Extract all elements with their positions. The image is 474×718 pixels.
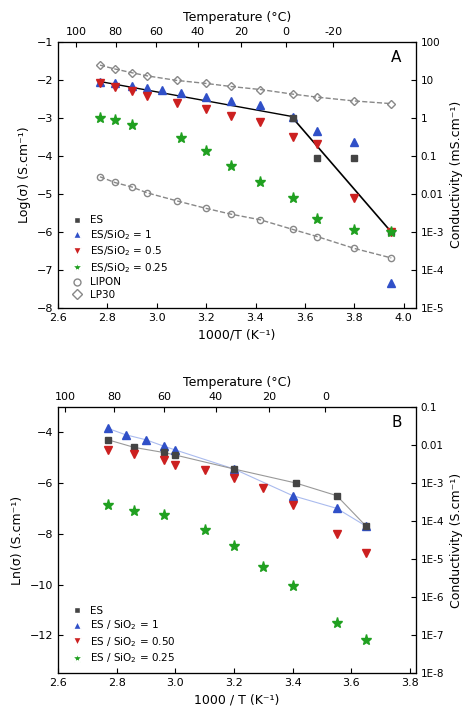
X-axis label: 1000/T (K⁻¹): 1000/T (K⁻¹) <box>198 329 276 342</box>
Legend: ES, ES / SiO$_2$ = 1, ES / SiO$_2$ = 0.50, ES / SiO$_2$ = 0.25: ES, ES / SiO$_2$ = 1, ES / SiO$_2$ = 0.5… <box>63 603 179 668</box>
Legend: ES, ES/SiO$_2$ = 1, ES/SiO$_2$ = 0.5, ES/SiO$_2$ = 0.25, LIPON, LP30: ES, ES/SiO$_2$ = 1, ES/SiO$_2$ = 0.5, ES… <box>63 213 172 303</box>
Y-axis label: Conductivity (S.cm⁻¹): Conductivity (S.cm⁻¹) <box>450 472 463 607</box>
Y-axis label: Log(σ) (S.cm⁻¹): Log(σ) (S.cm⁻¹) <box>18 126 31 223</box>
Text: A: A <box>391 50 401 65</box>
X-axis label: 1000 / T (K⁻¹): 1000 / T (K⁻¹) <box>194 694 280 707</box>
Text: B: B <box>391 415 401 430</box>
Y-axis label: Ln(σ) (S.cm⁻¹): Ln(σ) (S.cm⁻¹) <box>11 495 24 584</box>
Y-axis label: Conductivity (mS.cm⁻¹): Conductivity (mS.cm⁻¹) <box>450 101 463 248</box>
X-axis label: Temperature (°C): Temperature (°C) <box>183 376 291 389</box>
X-axis label: Temperature (°C): Temperature (°C) <box>183 11 291 24</box>
